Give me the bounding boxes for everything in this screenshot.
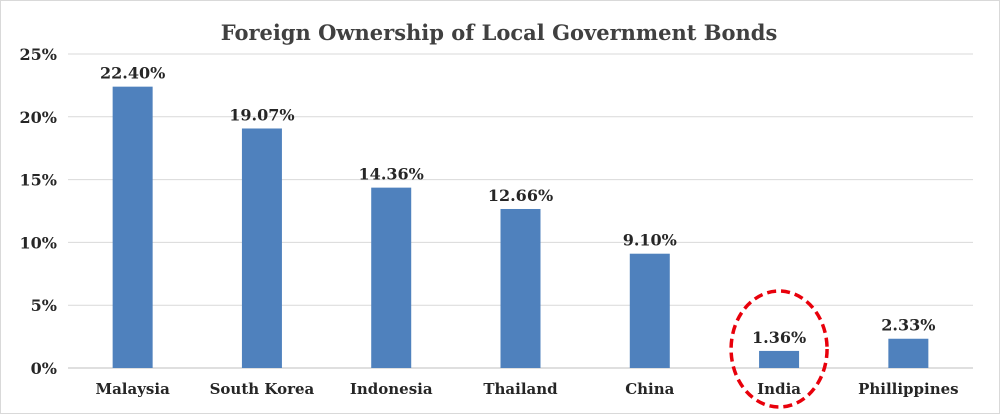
category-label: Malaysia xyxy=(95,380,170,398)
bar-china xyxy=(629,253,670,368)
bar-south-korea xyxy=(241,128,282,368)
y-tick-label: 10% xyxy=(20,233,57,252)
data-label: 1.36% xyxy=(752,328,806,347)
y-tick-label: 0% xyxy=(31,359,57,378)
chart-title: Foreign Ownership of Local Government Bo… xyxy=(221,20,778,45)
data-label: 12.66% xyxy=(488,186,553,205)
y-tick-label: 25% xyxy=(20,45,57,64)
bar-malaysia xyxy=(112,86,153,368)
annotations xyxy=(729,289,829,409)
data-label: 14.36% xyxy=(359,165,424,184)
highlight-circle xyxy=(729,289,829,409)
category-label: Phillippines xyxy=(858,380,959,398)
bar-indonesia xyxy=(371,187,412,368)
x-axis-categories: Malaysia South Korea Indonesia Thailand Chin… xyxy=(95,380,958,398)
category-label: South Korea xyxy=(210,380,315,398)
bar-india xyxy=(759,350,800,368)
data-labels: 22.40% 19.07% 14.36% 12.66% 9.10% 1.36% 2.33% xyxy=(100,64,935,347)
y-tick-label: 15% xyxy=(20,171,57,190)
y-axis-ticks: 0% 5% 10% 15% 20% 25% xyxy=(20,45,57,378)
data-label: 2.33% xyxy=(881,316,935,335)
data-label: 9.10% xyxy=(623,231,677,250)
y-tick-label: 20% xyxy=(20,108,57,127)
bars xyxy=(112,86,929,368)
category-label: Thailand xyxy=(483,380,558,398)
category-label: Indonesia xyxy=(350,380,433,398)
category-label: China xyxy=(625,380,674,398)
category-label: India xyxy=(757,380,801,398)
bar-thailand xyxy=(500,208,541,368)
y-tick-label: 5% xyxy=(31,296,57,315)
data-label: 19.07% xyxy=(229,105,294,124)
data-label: 22.40% xyxy=(100,64,165,83)
bar-phillippines xyxy=(888,338,929,368)
